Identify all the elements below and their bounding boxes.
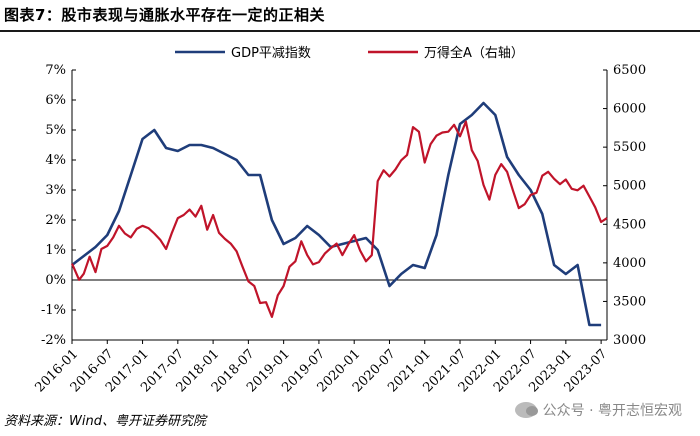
left-tick-label: -1% <box>41 303 66 318</box>
watermark: 公众号 · 粤开志恒宏观 <box>514 400 682 420</box>
gdp-deflator-line <box>71 101 602 327</box>
watermark-text: 公众号 · 粤开志恒宏观 <box>542 403 682 419</box>
left-tick-label: 4% <box>45 153 66 168</box>
right-tick-label: 4500 <box>613 217 646 232</box>
right-tick-label: 6500 <box>613 63 646 78</box>
left-tick-label: -2% <box>41 333 66 348</box>
left-tick-label: 6% <box>45 93 66 108</box>
left-tick-label: 5% <box>45 123 66 138</box>
right-tick-label: 3500 <box>613 294 646 309</box>
chart-legend: GDP平减指数 万得全A（右轴） <box>175 45 524 61</box>
left-tick-label: 0% <box>45 273 66 288</box>
wind-a-index-line <box>70 120 608 318</box>
left-tick-label: 3% <box>45 183 66 198</box>
chart-svg: -2% -1% 0% 1% 2% 3% 4% 5% 6% 7% 3000 3500 4000 4500 50… <box>32 45 646 395</box>
right-tick-label: 6000 <box>613 102 646 117</box>
title-rule <box>0 30 700 32</box>
right-tick-label: 3000 <box>613 333 646 348</box>
right-tick-label: 5500 <box>613 140 646 155</box>
left-tick-label: 1% <box>45 243 66 258</box>
right-tick-label: 5000 <box>613 179 646 194</box>
left-tick-label: 2% <box>45 213 66 228</box>
legend-label: GDP平减指数 <box>231 46 311 61</box>
chart-lines <box>70 101 608 327</box>
source-note: 资料来源：Wind、粤开证券研究院 <box>4 414 206 429</box>
wechat-icon <box>514 402 538 418</box>
left-tick-label: 7% <box>45 63 66 78</box>
chart-axes: -2% -1% 0% 1% 2% 3% 4% 5% 6% 7% 3000 3500 4000 4500 50… <box>32 63 646 395</box>
chart-title: 图表7：股市表现与通胀水平存在一定的正相关 <box>4 6 325 24</box>
legend-label: 万得全A（右轴） <box>424 45 524 61</box>
right-tick-label: 4000 <box>613 256 646 271</box>
